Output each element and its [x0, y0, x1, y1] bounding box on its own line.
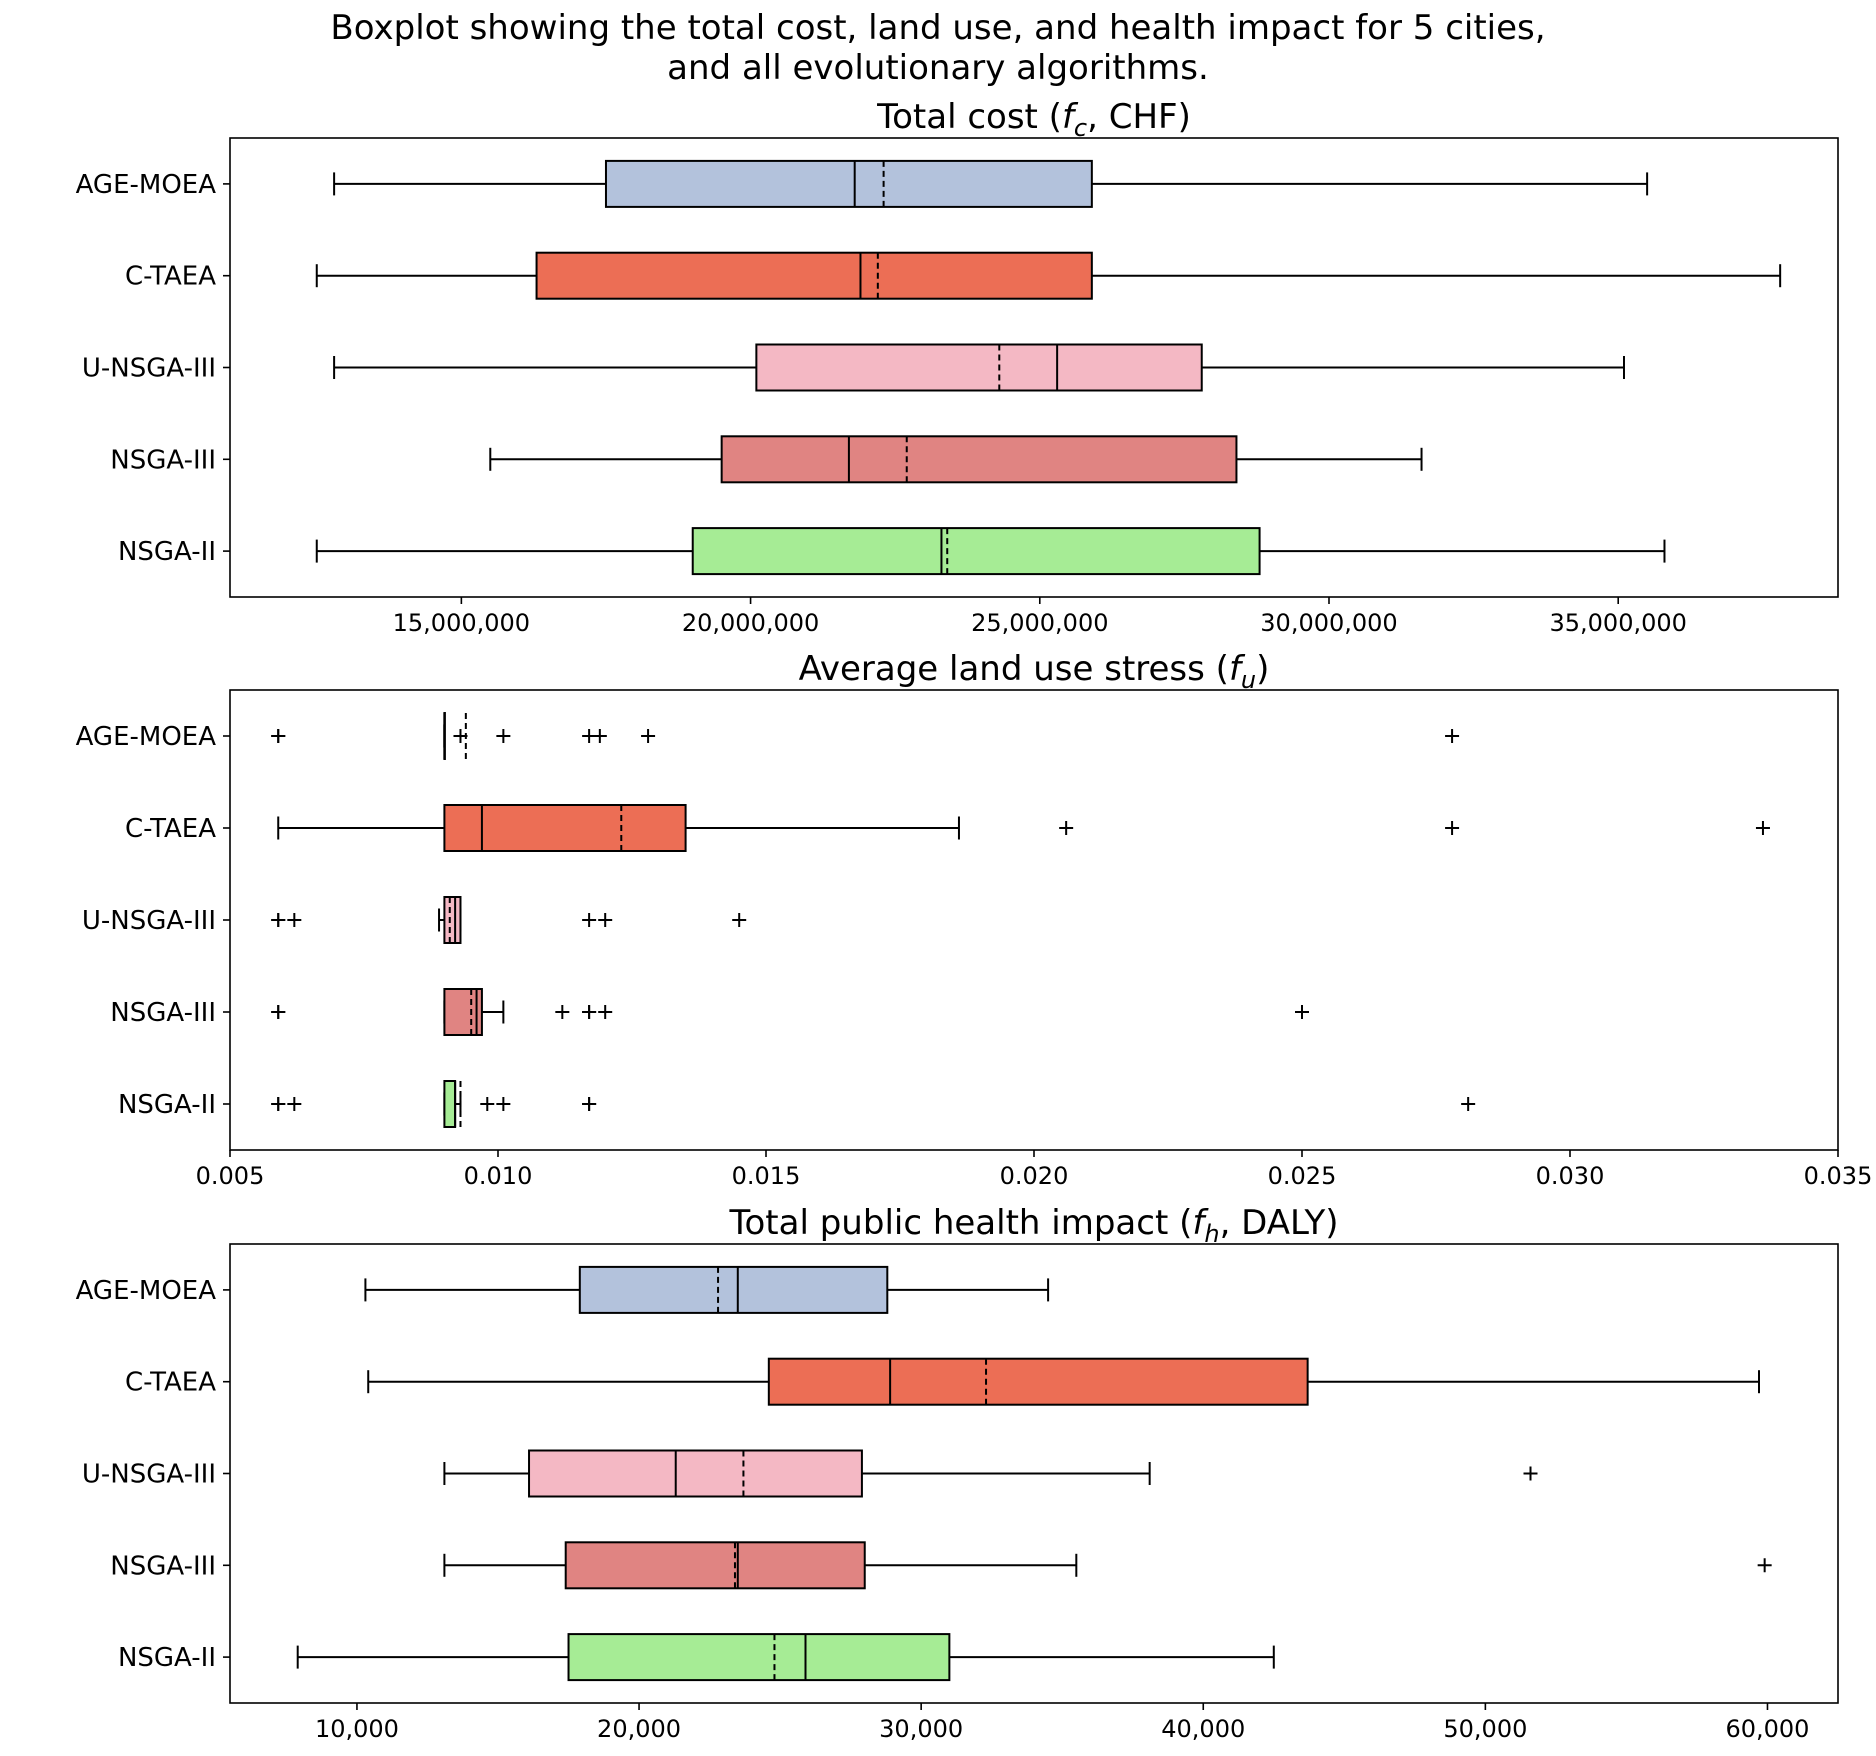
flier-marker	[1295, 1005, 1309, 1019]
box-u-nsga-iii	[528, 1449, 863, 1498]
y-tick-label: NSGA-II	[118, 1090, 216, 1120]
panel-title: Total public health impact (fh, DALY)	[729, 1203, 1339, 1248]
flier-marker	[287, 913, 302, 927]
flier-marker	[271, 1005, 286, 1019]
flier-marker	[271, 1097, 286, 1111]
x-tick-label: 0.030	[1536, 1162, 1605, 1190]
flier-marker	[480, 1097, 495, 1111]
chart-panel-3: Total public health impact (fh, DALY) 10,…	[76, 1203, 1839, 1743]
figure-title-line-2: and all evolutionary algorithms.	[667, 48, 1209, 88]
flier-marker	[1059, 821, 1074, 835]
x-tick-label: 40,000	[1161, 1715, 1245, 1743]
panel-title-text: Total cost (	[876, 97, 1062, 137]
x-tick-label: 0.005	[196, 1162, 265, 1190]
flier-marker	[598, 1005, 613, 1019]
y-tick-label: C-TAEA	[125, 1368, 216, 1398]
x-tick-label: 25,000,000	[971, 609, 1108, 637]
plot-frame	[229, 1243, 1839, 1704]
flier-marker	[582, 913, 597, 927]
flier-marker	[496, 729, 511, 743]
flier-marker	[582, 1005, 597, 1019]
x-tick-label: 15,000,000	[393, 609, 530, 637]
panel-title: Average land use stress (fu)	[799, 649, 1270, 694]
y-tick-label: C-TAEA	[125, 814, 216, 844]
x-tick-label: 20,000	[597, 1715, 681, 1743]
box-u-nsga-iii	[443, 896, 462, 944]
box-c-taea	[535, 251, 1093, 300]
x-tick-label: 30,000	[879, 1715, 963, 1743]
y-tick-label: AGE-MOEA	[76, 170, 217, 200]
flier-marker	[1461, 1097, 1476, 1111]
x-tick-label: 0.020	[1000, 1162, 1069, 1190]
flier-marker	[1757, 1558, 1772, 1573]
panel-title-subscript: u	[1241, 666, 1256, 694]
box-age-moea	[604, 159, 1093, 208]
y-tick-label: NSGA-III	[110, 445, 216, 475]
flier-marker	[271, 913, 286, 927]
x-tick-label: 0.010	[464, 1162, 533, 1190]
x-tick-label: 20,000,000	[682, 609, 819, 637]
chart-panel-2: Average land use stress (fu) 0.005 0.010 0.…	[76, 649, 1873, 1190]
panel-title-text: Average land use stress (	[799, 649, 1229, 689]
x-tick-label: 0.035	[1804, 1162, 1873, 1190]
box-nsga-ii	[567, 1633, 951, 1682]
y-tick-label: U-NSGA-III	[82, 906, 216, 936]
x-tick-label: 30,000,000	[1260, 609, 1397, 637]
y-tick-label: AGE-MOEA	[76, 722, 217, 752]
y-tick-label: NSGA-II	[118, 1643, 216, 1673]
panel-title-text-end: )	[1256, 649, 1269, 689]
panel-title-text-end: , CHF)	[1087, 97, 1191, 137]
x-tick-label: 0.025	[1268, 1162, 1337, 1190]
flier-marker	[732, 913, 747, 927]
flier-marker	[592, 729, 607, 743]
x-tick-label: 35,000,000	[1549, 609, 1686, 637]
box-age-moea	[578, 1265, 889, 1314]
flier-marker	[555, 1005, 570, 1019]
panel-title-subscript: c	[1074, 114, 1087, 142]
box-c-taea	[443, 804, 687, 852]
panel-title-text: Total public health impact (	[729, 1203, 1193, 1243]
box-nsga-ii	[691, 527, 1261, 576]
y-tick-label: C-TAEA	[125, 262, 216, 292]
y-tick-label: NSGA-III	[110, 1551, 216, 1581]
y-tick-label: U-NSGA-III	[82, 354, 216, 384]
box-c-taea	[767, 1357, 1309, 1406]
y-tick-label: U-NSGA-III	[82, 1460, 216, 1490]
flier-marker	[1755, 821, 1770, 835]
y-tick-label: NSGA-III	[110, 998, 216, 1028]
figure-title-line-1: Boxplot showing the total cost, land use…	[330, 8, 1546, 48]
chart-panel-1: Total cost (fc, CHF) 15,000,000 20,000,000…	[76, 97, 1839, 637]
panel-title-subscript: h	[1204, 1220, 1219, 1248]
flier-marker	[1523, 1466, 1538, 1481]
box-nsga-ii	[443, 1080, 457, 1128]
flier-marker	[598, 913, 613, 927]
box-nsga-iii	[564, 1541, 866, 1590]
plot-frame	[229, 137, 1839, 598]
box-u-nsga-iii	[755, 343, 1203, 392]
plot-frame	[229, 689, 1839, 1151]
x-tick-label: 10,000	[315, 1715, 399, 1743]
x-tick-label: 60,000	[1725, 1715, 1809, 1743]
flier-marker	[1445, 821, 1460, 835]
flier-marker	[287, 1097, 302, 1111]
box-nsga-iii	[720, 435, 1238, 484]
flier-marker	[496, 1097, 511, 1111]
y-tick-label: NSGA-II	[118, 537, 216, 567]
panel-title: Total cost (fc, CHF)	[876, 97, 1191, 142]
y-tick-label: AGE-MOEA	[76, 1276, 217, 1306]
panel-title-text-end: , DALY)	[1220, 1203, 1339, 1243]
flier-marker	[641, 729, 656, 743]
flier-marker	[453, 729, 468, 743]
flier-marker	[582, 1097, 597, 1111]
x-tick-label: 50,000	[1443, 1715, 1527, 1743]
flier-marker	[271, 729, 286, 743]
x-tick-label: 0.015	[732, 1162, 801, 1190]
flier-marker	[1445, 729, 1460, 743]
